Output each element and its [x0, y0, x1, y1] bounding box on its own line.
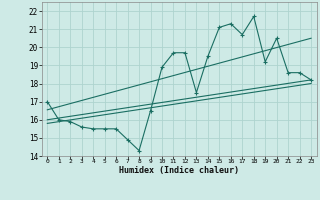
X-axis label: Humidex (Indice chaleur): Humidex (Indice chaleur)	[119, 166, 239, 175]
